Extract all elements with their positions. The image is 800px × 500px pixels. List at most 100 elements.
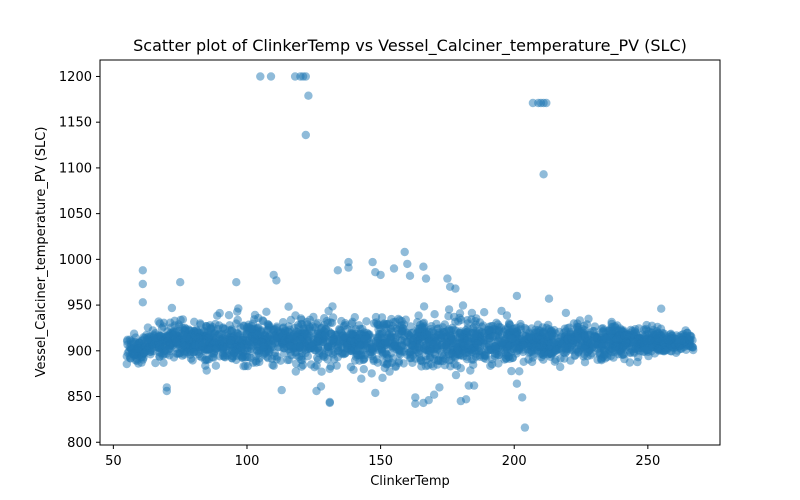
scatter-point — [419, 262, 428, 271]
scatter-point — [290, 323, 299, 333]
scatter-point — [369, 319, 379, 328]
scatter-point — [272, 323, 281, 333]
scatter-point — [417, 362, 426, 371]
scatter-point — [347, 319, 356, 328]
y-tick-label: 800 — [67, 436, 92, 451]
scatter-point — [215, 308, 224, 318]
scatter-point — [509, 324, 518, 334]
scatter-point — [234, 304, 243, 313]
scatter-point — [366, 344, 375, 353]
scatter-point — [179, 341, 188, 350]
scatter-point — [142, 335, 152, 345]
scatter-point — [312, 386, 321, 396]
scatter-point — [357, 374, 366, 383]
scatter-point — [429, 362, 438, 371]
scatter-point — [479, 353, 489, 363]
scatter-point — [286, 334, 295, 343]
scatter-point — [374, 325, 383, 334]
scatter-point — [614, 350, 623, 359]
scatter-point — [563, 334, 572, 344]
scatter-point — [280, 336, 289, 345]
scatter-point — [629, 337, 638, 347]
scatter-point — [403, 259, 412, 269]
scatter-point — [128, 337, 138, 347]
scatter-point — [417, 332, 427, 341]
scatter-point — [202, 345, 212, 354]
scatter-point — [258, 316, 267, 325]
scatter-point — [504, 349, 513, 358]
scatter-point — [256, 72, 265, 81]
scatter-point — [211, 344, 221, 353]
scatter-point — [527, 324, 536, 333]
scatter-point — [348, 329, 357, 338]
scatter-point — [383, 353, 392, 363]
scatter-point — [544, 350, 553, 359]
y-tick-label: 1150 — [59, 116, 92, 131]
scatter-point — [532, 333, 541, 342]
scatter-point — [373, 358, 382, 367]
scatter-point — [432, 337, 441, 346]
scatter-point — [183, 348, 192, 357]
chart-title: Scatter plot of ClinkerTemp vs Vessel_Ca… — [133, 36, 687, 56]
scatter-point — [430, 310, 439, 319]
scatter-point — [405, 271, 415, 280]
scatter-point — [471, 327, 480, 336]
scatter-point — [454, 317, 463, 326]
scatter-point — [371, 388, 380, 398]
scatter-point — [518, 393, 527, 402]
scatter-point — [445, 326, 454, 336]
plot-frame — [99, 59, 721, 446]
x-tick-label: 50 — [105, 454, 122, 469]
scatter-point — [444, 305, 454, 314]
scatter-point — [584, 331, 593, 340]
scatter-point — [122, 352, 131, 361]
scatter-point — [580, 344, 589, 353]
scatter-point — [333, 347, 343, 356]
scatter-point — [539, 170, 548, 179]
scatter-point — [173, 349, 182, 358]
scatter-point — [460, 341, 469, 350]
scatter-point — [519, 341, 528, 350]
scatter-point — [497, 306, 506, 316]
y-tick-label: 850 — [67, 390, 92, 405]
scatter-point — [480, 308, 489, 317]
scatter-point — [594, 341, 603, 350]
scatter-point — [652, 330, 661, 339]
scatter-point — [360, 335, 369, 344]
scatter-point — [413, 324, 422, 334]
scatter-point — [407, 329, 416, 338]
scatter-point — [599, 326, 609, 335]
scatter-point — [133, 344, 143, 353]
y-tick-label: 1050 — [59, 207, 92, 222]
scatter-point — [429, 354, 438, 364]
y-tick-label: 900 — [67, 344, 92, 359]
scatter-point — [261, 331, 270, 340]
y-tick-label: 950 — [67, 299, 92, 314]
scatter-point — [501, 325, 510, 334]
scatter-point — [221, 330, 230, 339]
scatter-point — [354, 321, 364, 330]
scatter-point — [194, 333, 203, 343]
scatter-point — [499, 337, 508, 346]
scatter-point — [211, 361, 221, 370]
scatter-point — [321, 343, 330, 352]
scatter-point — [507, 366, 516, 376]
scatter-point — [633, 357, 642, 367]
scatter-point — [395, 324, 404, 333]
scatter-point — [247, 332, 257, 341]
scatter-point — [645, 336, 655, 345]
scatter-point — [159, 358, 168, 367]
scatter-point — [556, 362, 565, 372]
scatter-point — [569, 319, 579, 328]
scatter-point — [515, 367, 524, 376]
scatter-point — [346, 336, 356, 345]
scatter-point — [337, 316, 346, 326]
scatter-point — [657, 304, 666, 313]
scatter-point — [172, 337, 181, 346]
scatter-point — [219, 343, 228, 352]
scatter-point — [367, 369, 376, 378]
scatter-point — [512, 379, 522, 388]
scatter-point — [301, 72, 310, 81]
scatter-point — [424, 396, 433, 405]
scatter-points — [138, 72, 666, 432]
